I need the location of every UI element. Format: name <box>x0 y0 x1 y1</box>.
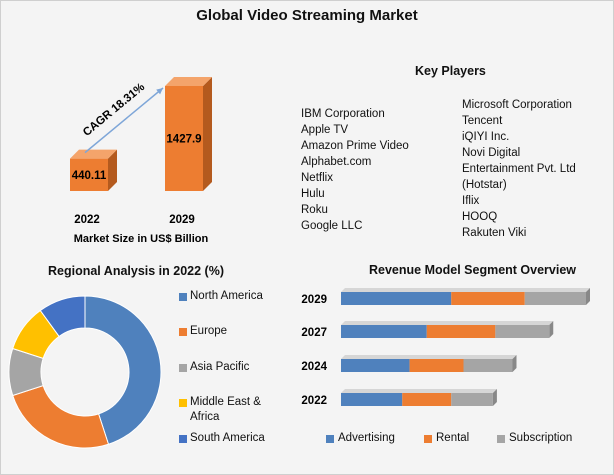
donut-slice-europe <box>12 384 110 449</box>
legend-swatch <box>179 293 187 301</box>
bar-side <box>203 77 212 191</box>
legend-swatch <box>326 435 334 443</box>
legend-label: Europe <box>190 325 228 337</box>
market-size-bars: 440.11 2022 1427.9 2029 <box>70 77 212 226</box>
bar-value-label: 440.11 <box>72 170 107 182</box>
legend-swatch <box>179 435 187 443</box>
key-players-left-list: IBM Corporation Apple TV Amazon Prime Vide… <box>301 106 409 234</box>
segment-advertising-2027 <box>341 325 427 338</box>
key-player-item: Rakuten Viki <box>462 227 527 239</box>
key-player-item: Iflix <box>462 195 480 207</box>
segment-rental-2022 <box>402 393 452 406</box>
revenue-title: Revenue Model Segment Overview <box>369 263 577 277</box>
key-player-item: iQIYI Inc. <box>462 131 510 143</box>
year-label: 2027 <box>301 327 327 339</box>
bar-top <box>70 149 117 159</box>
bar-side <box>108 149 117 191</box>
key-players-title: Key Players <box>415 64 486 78</box>
page-title: Global Video Streaming Market <box>196 7 418 24</box>
legend-label: Advertising <box>338 432 395 444</box>
segment-subscription-2024 <box>463 359 513 372</box>
regional-donut-chart <box>8 295 162 449</box>
key-player-item: Google LLC <box>301 220 363 232</box>
key-player-item: Alphabet.com <box>301 156 372 168</box>
key-player-item: Netflix <box>301 172 333 184</box>
key-player-item: Hulu <box>301 188 325 200</box>
arrow-line <box>84 87 164 154</box>
key-player-item: Tencent <box>462 115 503 127</box>
legend-label: Asia Pacific <box>190 361 250 373</box>
bar-value-label: 1427.9 <box>166 134 201 146</box>
legend-label: North America <box>190 290 263 302</box>
year-label: 2029 <box>301 294 327 306</box>
bar-top-face <box>341 355 517 359</box>
segment-advertising-2022 <box>341 393 403 406</box>
legend-swatch <box>179 399 187 407</box>
key-player-item: Microsoft Corporation <box>462 99 572 111</box>
bar-top <box>165 77 212 86</box>
legend-swatch <box>179 364 187 372</box>
segment-subscription-2022 <box>451 393 493 406</box>
key-player-item: (Hotstar) <box>462 179 507 191</box>
legend-label: Subscription <box>509 432 573 444</box>
key-player-item: Entertainment Pvt. Ltd <box>462 163 576 175</box>
bar-top-face <box>341 389 497 393</box>
legend-swatch <box>179 328 187 336</box>
segment-advertising-2024 <box>341 359 410 372</box>
bar-2022 <box>70 158 108 191</box>
legend-swatch <box>497 435 505 443</box>
year-label: 2024 <box>301 361 327 373</box>
bar-category-label: 2022 <box>74 214 100 226</box>
revenue-bars: 2029 2027 2024 2022 <box>301 288 590 407</box>
segment-rental-2029 <box>451 292 525 305</box>
bar-2029 <box>165 86 203 191</box>
regional-legend: North America Europe Asia Pacific Middle Ea… <box>179 289 289 454</box>
bar-side-face <box>549 321 554 338</box>
legend-label: Middle East & Africa <box>190 396 261 423</box>
legend-label: Rental <box>436 432 470 444</box>
donut-slice-south-america <box>39 295 86 338</box>
market-size-xlabel: Market Size in US$ Billion <box>74 233 209 245</box>
bar-side-face <box>492 389 497 406</box>
regional-title: Regional Analysis in 2022 (%) <box>48 264 224 278</box>
segment-subscription-2029 <box>524 292 586 305</box>
donut-slice-north-america <box>84 295 162 445</box>
year-label: 2022 <box>301 395 327 407</box>
key-player-item: IBM Corporation <box>301 108 385 120</box>
key-player-item: Apple TV <box>301 124 349 136</box>
revenue-chart: 2029 2027 2024 2022 <box>301 288 590 407</box>
bar-category-label: 2029 <box>169 214 195 226</box>
segment-rental-2027 <box>426 325 496 338</box>
segment-rental-2024 <box>409 359 464 372</box>
bar-side-face <box>586 288 590 305</box>
bar-top-face <box>341 321 554 325</box>
arrow-head <box>156 88 163 95</box>
legend-label: South America <box>190 432 265 444</box>
revenue-legend: Advertising Rental Subscription <box>326 431 606 449</box>
key-player-item: Roku <box>301 204 328 216</box>
key-players-right-list: Microsoft Corporation Tencent iQIYI Inc. No… <box>462 97 576 241</box>
key-player-item: HOOQ <box>462 211 498 223</box>
key-player-item: Novi Digital <box>462 147 521 159</box>
legend-swatch <box>424 435 432 443</box>
cagr-arrow <box>84 87 164 154</box>
segment-advertising-2029 <box>341 292 452 305</box>
segment-subscription-2027 <box>495 325 550 338</box>
key-player-item: Amazon Prime Video <box>301 140 409 152</box>
bar-top-face <box>341 288 590 292</box>
donut-slices <box>8 295 162 449</box>
bar-side-face <box>512 355 517 372</box>
